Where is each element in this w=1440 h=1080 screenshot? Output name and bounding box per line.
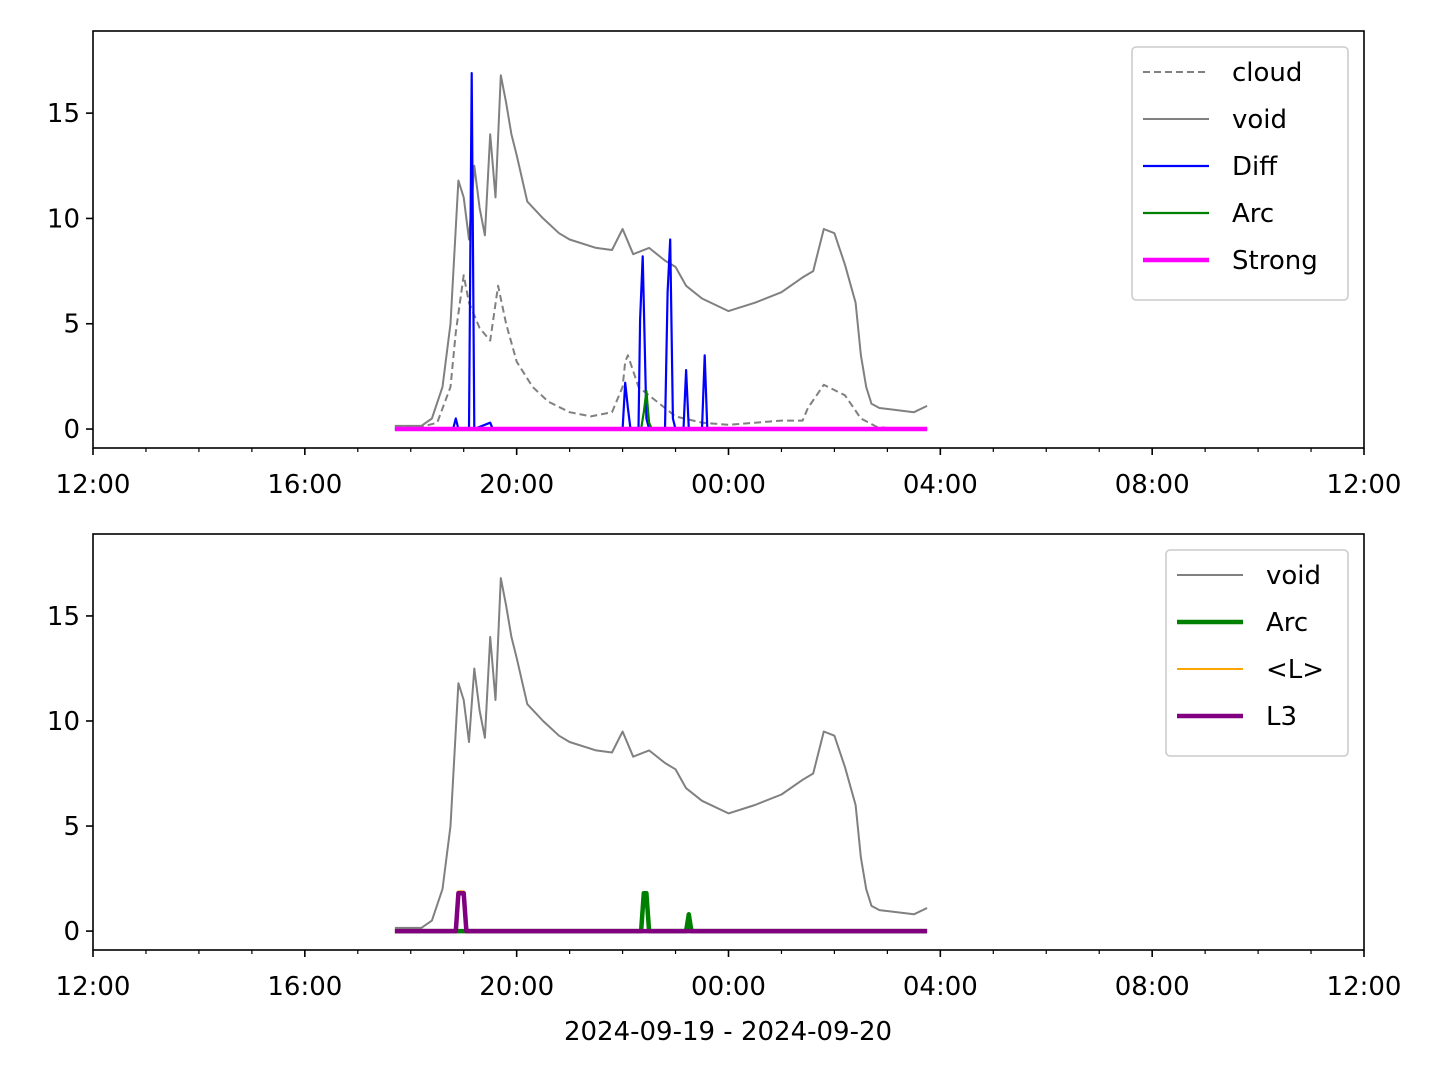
- x-tick-label: 16:00: [267, 972, 342, 1002]
- legend-label-cloud: cloud: [1232, 58, 1302, 88]
- legend: cloud void Diff Arc Strong: [1131, 46, 1349, 301]
- series-line-l3: [394, 891, 928, 934]
- legend-label-void: void: [1266, 561, 1321, 591]
- legend: void Arc <L> L3: [1165, 549, 1349, 757]
- x-axis-label: 2024-09-19 - 2024-09-20: [564, 1017, 892, 1047]
- x-tick-label: 12:00: [1327, 972, 1402, 1002]
- legend-label-void: void: [1232, 105, 1287, 135]
- plot-area: [394, 577, 928, 934]
- y-tick-label: 0: [63, 917, 80, 947]
- legend-label-strong: Strong: [1232, 246, 1318, 276]
- y-tick-label: 10: [47, 204, 80, 234]
- series-line-diff: [394, 71, 928, 431]
- x-tick-label: 00:00: [691, 470, 766, 500]
- x-tick-label: 20:00: [479, 470, 554, 500]
- y-tick-label: 5: [63, 812, 80, 842]
- plot-area: [394, 71, 928, 432]
- top-chart: 0 5 10 15 12:00 16:00 20:00 00:00 04:00 08:00 12:0…: [47, 30, 1402, 500]
- series-line-cloud: [394, 274, 928, 430]
- bottom-chart: 0 5 10 15 12:00 16:00 20:00 00:00 04:00 08:00 12:0…: [47, 533, 1402, 1002]
- legend-label-arc: Arc: [1232, 199, 1274, 229]
- legend-label-arc: Arc: [1266, 608, 1308, 638]
- y-tick-label: 0: [63, 415, 80, 445]
- legend-box: [1131, 46, 1349, 301]
- y-tick-label: 15: [47, 602, 80, 632]
- x-tick-label: 00:00: [691, 972, 766, 1002]
- series-line-void: [394, 577, 928, 929]
- x-tick-label: 20:00: [479, 972, 554, 1002]
- y-tick-label: 15: [47, 99, 80, 129]
- x-tick-label: 04:00: [903, 470, 978, 500]
- series-line-l: [394, 890, 928, 933]
- x-tick-label: 16:00: [267, 470, 342, 500]
- y-tick-label: 5: [63, 310, 80, 340]
- x-tick-label: 12:00: [56, 972, 131, 1002]
- legend-box: [1165, 549, 1349, 757]
- legend-label-l3: L3: [1266, 702, 1297, 732]
- x-tick-label: 04:00: [903, 972, 978, 1002]
- x-tick-label: 12:00: [1327, 470, 1402, 500]
- series-line-arc: [394, 891, 928, 934]
- legend-label-l: <L>: [1266, 655, 1324, 685]
- legend-label-diff: Diff: [1232, 152, 1278, 182]
- y-tick-label: 10: [47, 707, 80, 737]
- x-tick-label: 08:00: [1115, 972, 1190, 1002]
- x-tick-label: 08:00: [1115, 470, 1190, 500]
- x-tick-label: 12:00: [56, 470, 131, 500]
